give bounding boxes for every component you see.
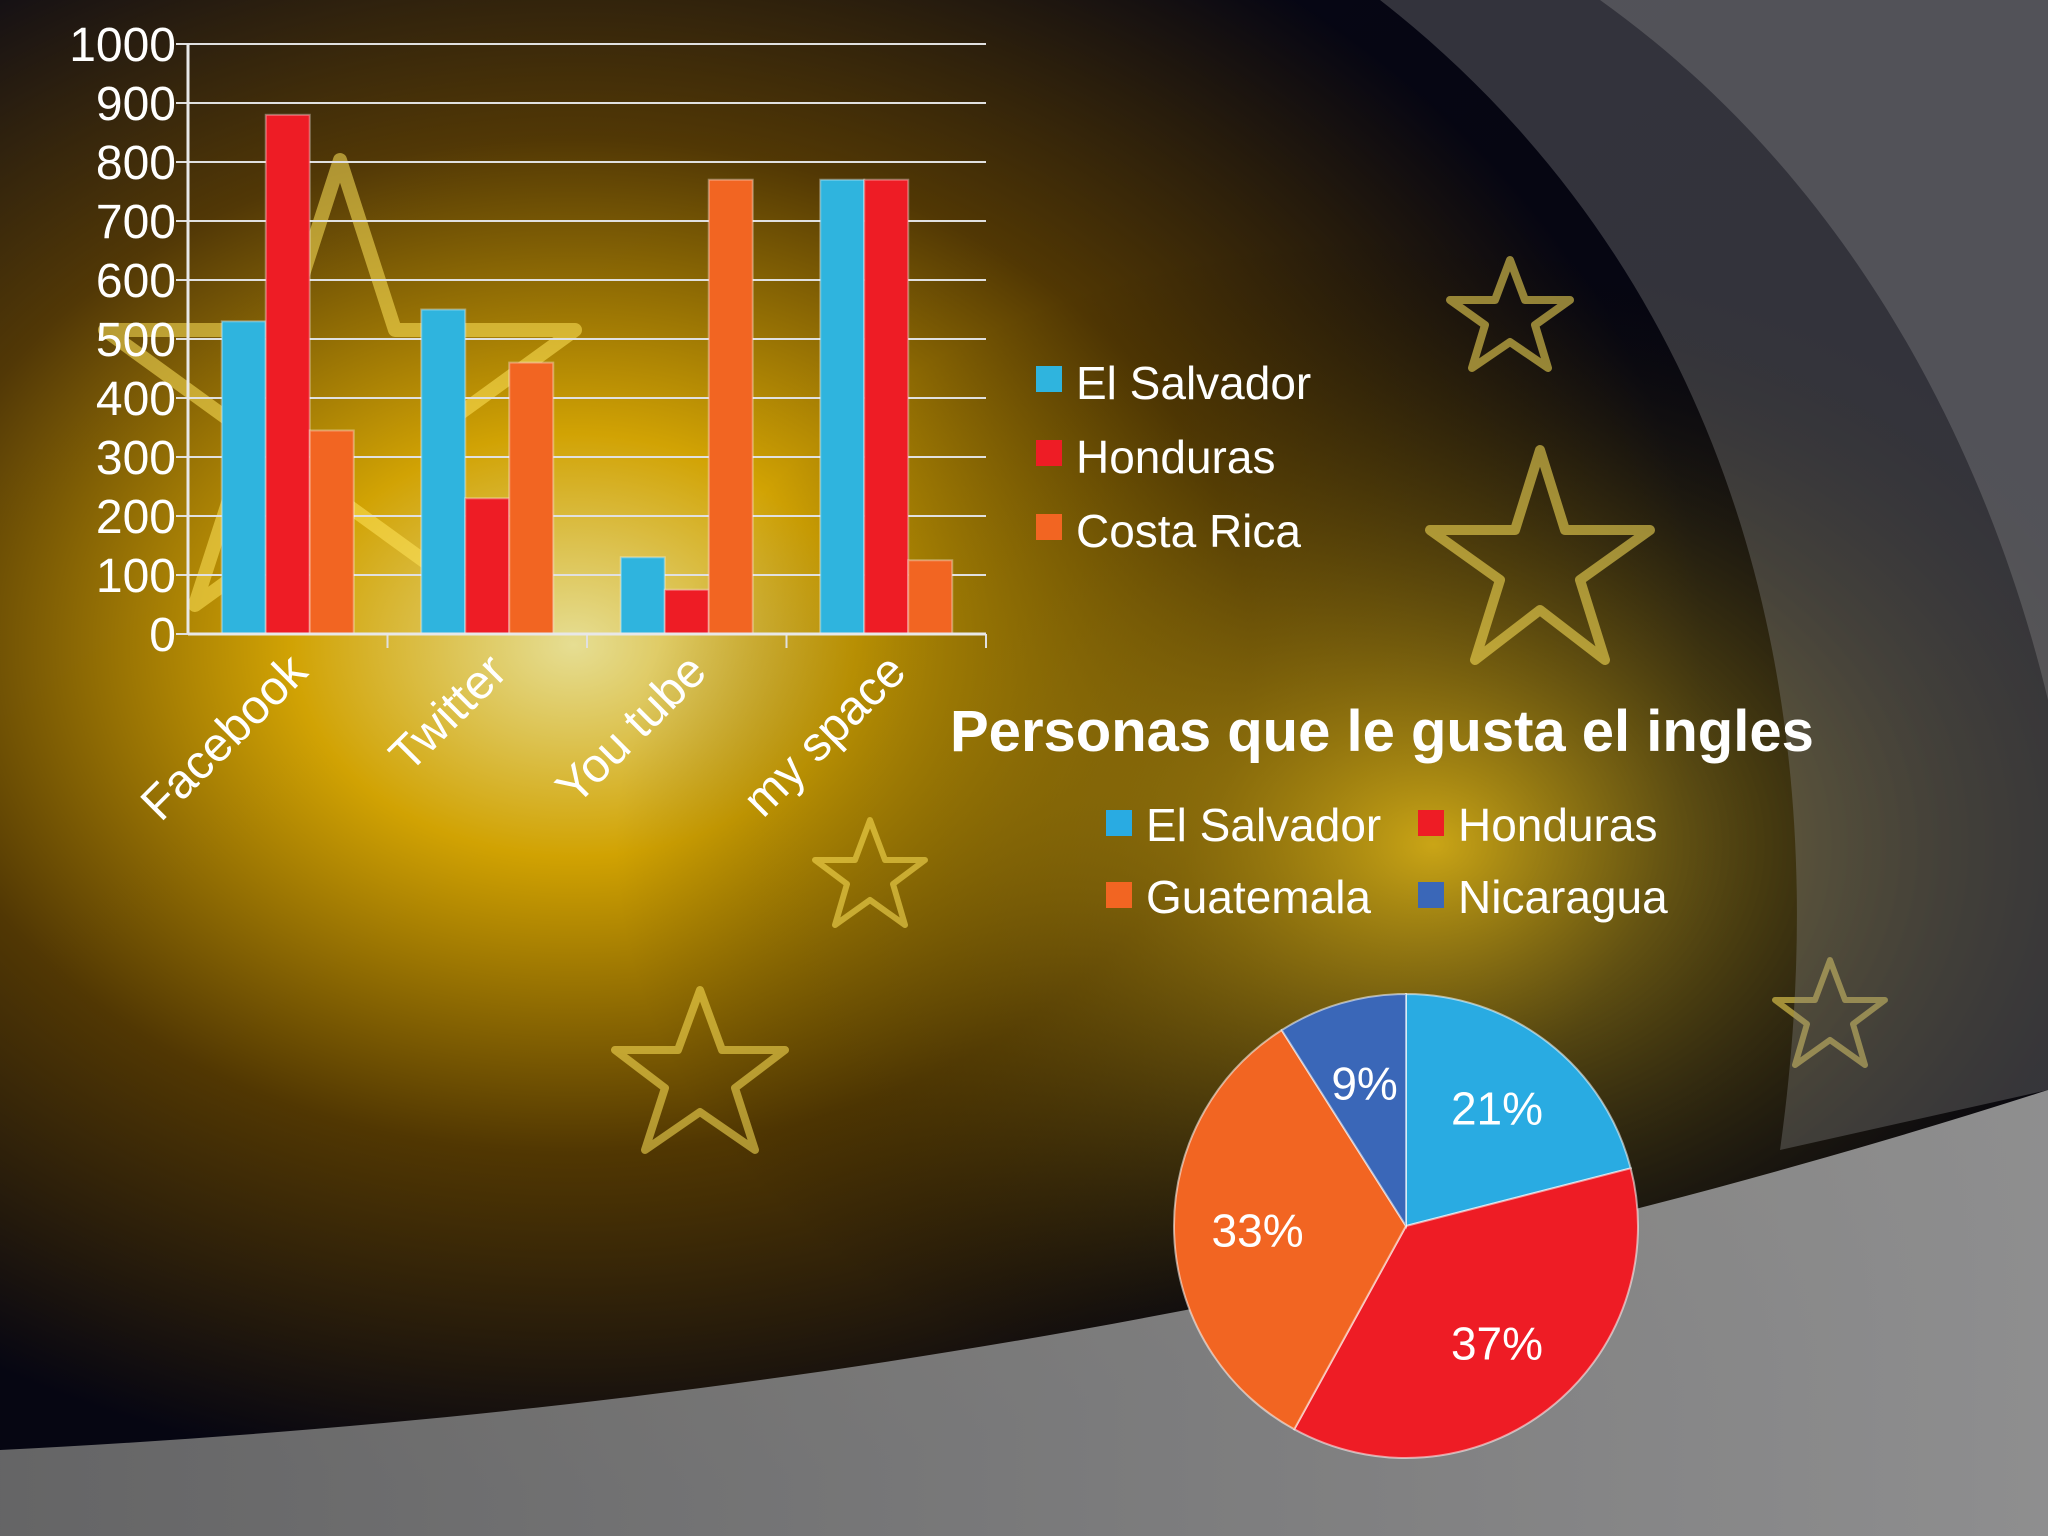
pie-legend-swatch-guatemala	[1106, 882, 1132, 908]
x-category-label: Twitter	[380, 644, 517, 781]
bar-honduras-twitter	[464, 497, 511, 635]
bar-el-salvador-my-space	[819, 178, 866, 635]
y-tick-label: 800	[96, 137, 176, 190]
y-tick-label: 0	[149, 609, 176, 662]
pie-chart: 21% 37% 33% 9%	[1173, 992, 1639, 1459]
pie-slice-guatemala	[1173, 1028, 1408, 1431]
pie-legend-label-el-salvador: El Salvador	[1146, 799, 1382, 851]
bar-el-salvador-twitter	[420, 308, 467, 635]
bar-costa-rica-you-tube	[707, 178, 754, 635]
pie-data-label: 9%	[1331, 1057, 1397, 1109]
bar-honduras-you-tube	[663, 588, 710, 635]
y-tick-label: 700	[96, 196, 176, 249]
pie-slice-honduras	[1292, 1167, 1639, 1459]
y-tick-label: 200	[96, 491, 176, 544]
y-tick-label: 1000	[69, 19, 176, 72]
legend-label-honduras: Honduras	[1076, 431, 1276, 483]
x-category-label: You tube	[546, 644, 716, 814]
bar-costa-rica-facebook	[308, 429, 355, 636]
pie-slice-el-salvador	[1405, 992, 1632, 1228]
y-tick-label: 100	[96, 550, 176, 603]
legend-swatch-costa-rica	[1036, 514, 1062, 540]
x-category-label: Facebook	[131, 644, 318, 831]
y-tick-label: 900	[96, 78, 176, 131]
legend-label-el-salvador: El Salvador	[1076, 357, 1312, 409]
pie-data-label: 37%	[1451, 1317, 1543, 1369]
pie-legend-label-nicaragua: Nicaragua	[1458, 871, 1668, 923]
y-tick-label: 500	[96, 314, 176, 367]
legend-label-costa-rica: Costa Rica	[1076, 505, 1301, 557]
pie-legend-swatch-el-salvador	[1106, 810, 1132, 836]
bar-honduras-my-space	[863, 178, 910, 635]
pie-slice-nicaragua	[1280, 992, 1407, 1230]
pie-legend-label-guatemala: Guatemala	[1146, 871, 1372, 923]
x-category-label: my space	[733, 644, 916, 827]
y-tick-label: 600	[96, 255, 176, 308]
y-tick-label: 400	[96, 373, 176, 426]
pie-data-label: 33%	[1212, 1205, 1304, 1257]
legend-swatch-el-salvador	[1036, 366, 1062, 392]
legend-swatch-honduras	[1036, 440, 1062, 466]
pie-chart-title: Personas que le gusta el ingles	[950, 699, 1814, 764]
bar-costa-rica-twitter	[508, 361, 555, 635]
bar-el-salvador-you-tube	[619, 556, 666, 635]
bar-el-salvador-facebook	[220, 320, 267, 635]
pie-legend-swatch-honduras	[1418, 810, 1444, 836]
bar-honduras-facebook	[264, 113, 311, 636]
bar-chart: 0 100 200 300 400 500 600 700 800 900 1000 Faceboo…	[69, 19, 987, 831]
y-tick-label: 300	[96, 432, 176, 485]
bar-costa-rica-my-space	[907, 559, 954, 635]
pie-data-label: 21%	[1451, 1083, 1543, 1135]
pie-legend-label-honduras: Honduras	[1458, 799, 1658, 851]
pie-legend-swatch-nicaragua	[1418, 882, 1444, 908]
